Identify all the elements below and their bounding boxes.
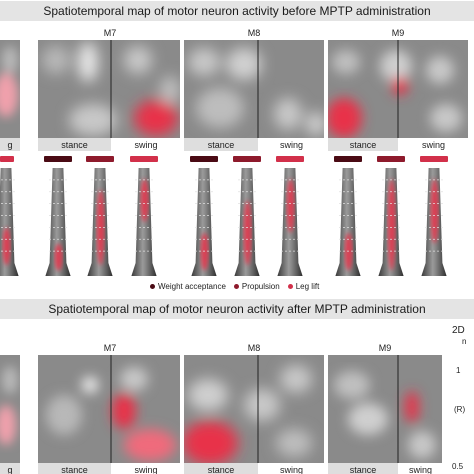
map-m7-before: [38, 40, 180, 138]
title-after-text: Spatiotemporal map of motor neuron activ…: [48, 302, 426, 316]
axis-tick-r: (R): [454, 405, 466, 414]
map-m8-after: [184, 355, 324, 463]
legend-item-weight-acceptance: Weight acceptance: [150, 282, 226, 291]
phase-stance-m9-bottom: stance: [328, 463, 398, 474]
legend-dot-icon: [150, 284, 155, 289]
phase-stance-m7-top: stance: [38, 138, 111, 151]
legend-item-propulsion: Propulsion: [233, 282, 280, 291]
phase-swing-m9-top: swing: [399, 138, 468, 151]
label-m9-bottom: M9: [378, 343, 392, 353]
phase-swing-m7-bottom: swing: [112, 463, 180, 474]
spinal-cord-figure: [189, 168, 219, 281]
spinal-cord-figure: [333, 168, 363, 281]
legend: Weight acceptance Propulsion Leg lift: [150, 282, 319, 291]
phase-swing-m8-bottom: swing: [259, 463, 324, 474]
map-partial-top: [0, 40, 20, 138]
spinal-cord-figure: [232, 168, 262, 281]
title-after-mptp: Spatiotemporal map of motor neuron activ…: [0, 299, 474, 319]
map-m8-before: [184, 40, 324, 138]
bar-weight-acceptance-2: [190, 156, 218, 162]
phase-stance-m8-top: stance: [184, 138, 258, 151]
phase-swing-m8-top: swing: [259, 138, 324, 151]
phase-swing-m9-bottom: swing: [399, 463, 442, 474]
axis-label-n: n: [462, 337, 467, 346]
axis-tick-05: 0.5: [452, 462, 464, 471]
spinal-cord-figure: [43, 168, 73, 281]
axis-label-2d: 2D: [452, 325, 465, 336]
phase-swing-m7-top: swing: [112, 138, 180, 151]
map-m9-before: [328, 40, 468, 138]
map-partial-bottom: [0, 355, 20, 463]
bar-leglift-partial: [0, 156, 14, 162]
spinal-cord-figure: [0, 168, 21, 281]
spinal-cord-figure: [376, 168, 406, 281]
phase-stance-m9-top: stance: [328, 138, 398, 151]
label-m9-top: M9: [391, 28, 405, 38]
legend-dot-icon: [287, 284, 293, 289]
spinal-cord-figure: [85, 168, 115, 281]
map-m9-after: [328, 355, 442, 463]
legend-item-leg-lift: Leg lift: [287, 282, 319, 291]
bar-weight-acceptance-1: [44, 156, 72, 162]
title-before-mptp: Spatiotemporal map of motor neuron activ…: [0, 1, 474, 21]
label-m7-top: M7: [103, 28, 117, 38]
phase-stance-m8-bottom: stance: [184, 463, 258, 474]
phase-stance-m7-bottom: stance: [38, 463, 111, 474]
phase-partial-bottom: g: [0, 463, 20, 474]
bar-propulsion-1: [86, 156, 114, 162]
bar-propulsion-2: [233, 156, 261, 162]
phase-partial-top: g: [0, 138, 20, 151]
spinal-cord-figure: [129, 168, 159, 281]
bar-propulsion-3: [377, 156, 405, 162]
label-m8-top: M8: [247, 28, 261, 38]
bar-leglift-1: [130, 156, 158, 162]
map-m7-after: [38, 355, 180, 463]
axis-tick-1: 1: [456, 366, 461, 375]
spinal-cord-figure: [275, 168, 305, 281]
spinal-cord-figure: [419, 168, 449, 281]
bar-leglift-2: [276, 156, 304, 162]
bar-weight-acceptance-3: [334, 156, 362, 162]
legend-dot-icon: [233, 284, 239, 289]
label-m8-bottom: M8: [247, 343, 261, 353]
label-m7-bottom: M7: [103, 343, 117, 353]
bar-leglift-3: [420, 156, 448, 162]
title-before-text: Spatiotemporal map of motor neuron activ…: [43, 4, 431, 18]
